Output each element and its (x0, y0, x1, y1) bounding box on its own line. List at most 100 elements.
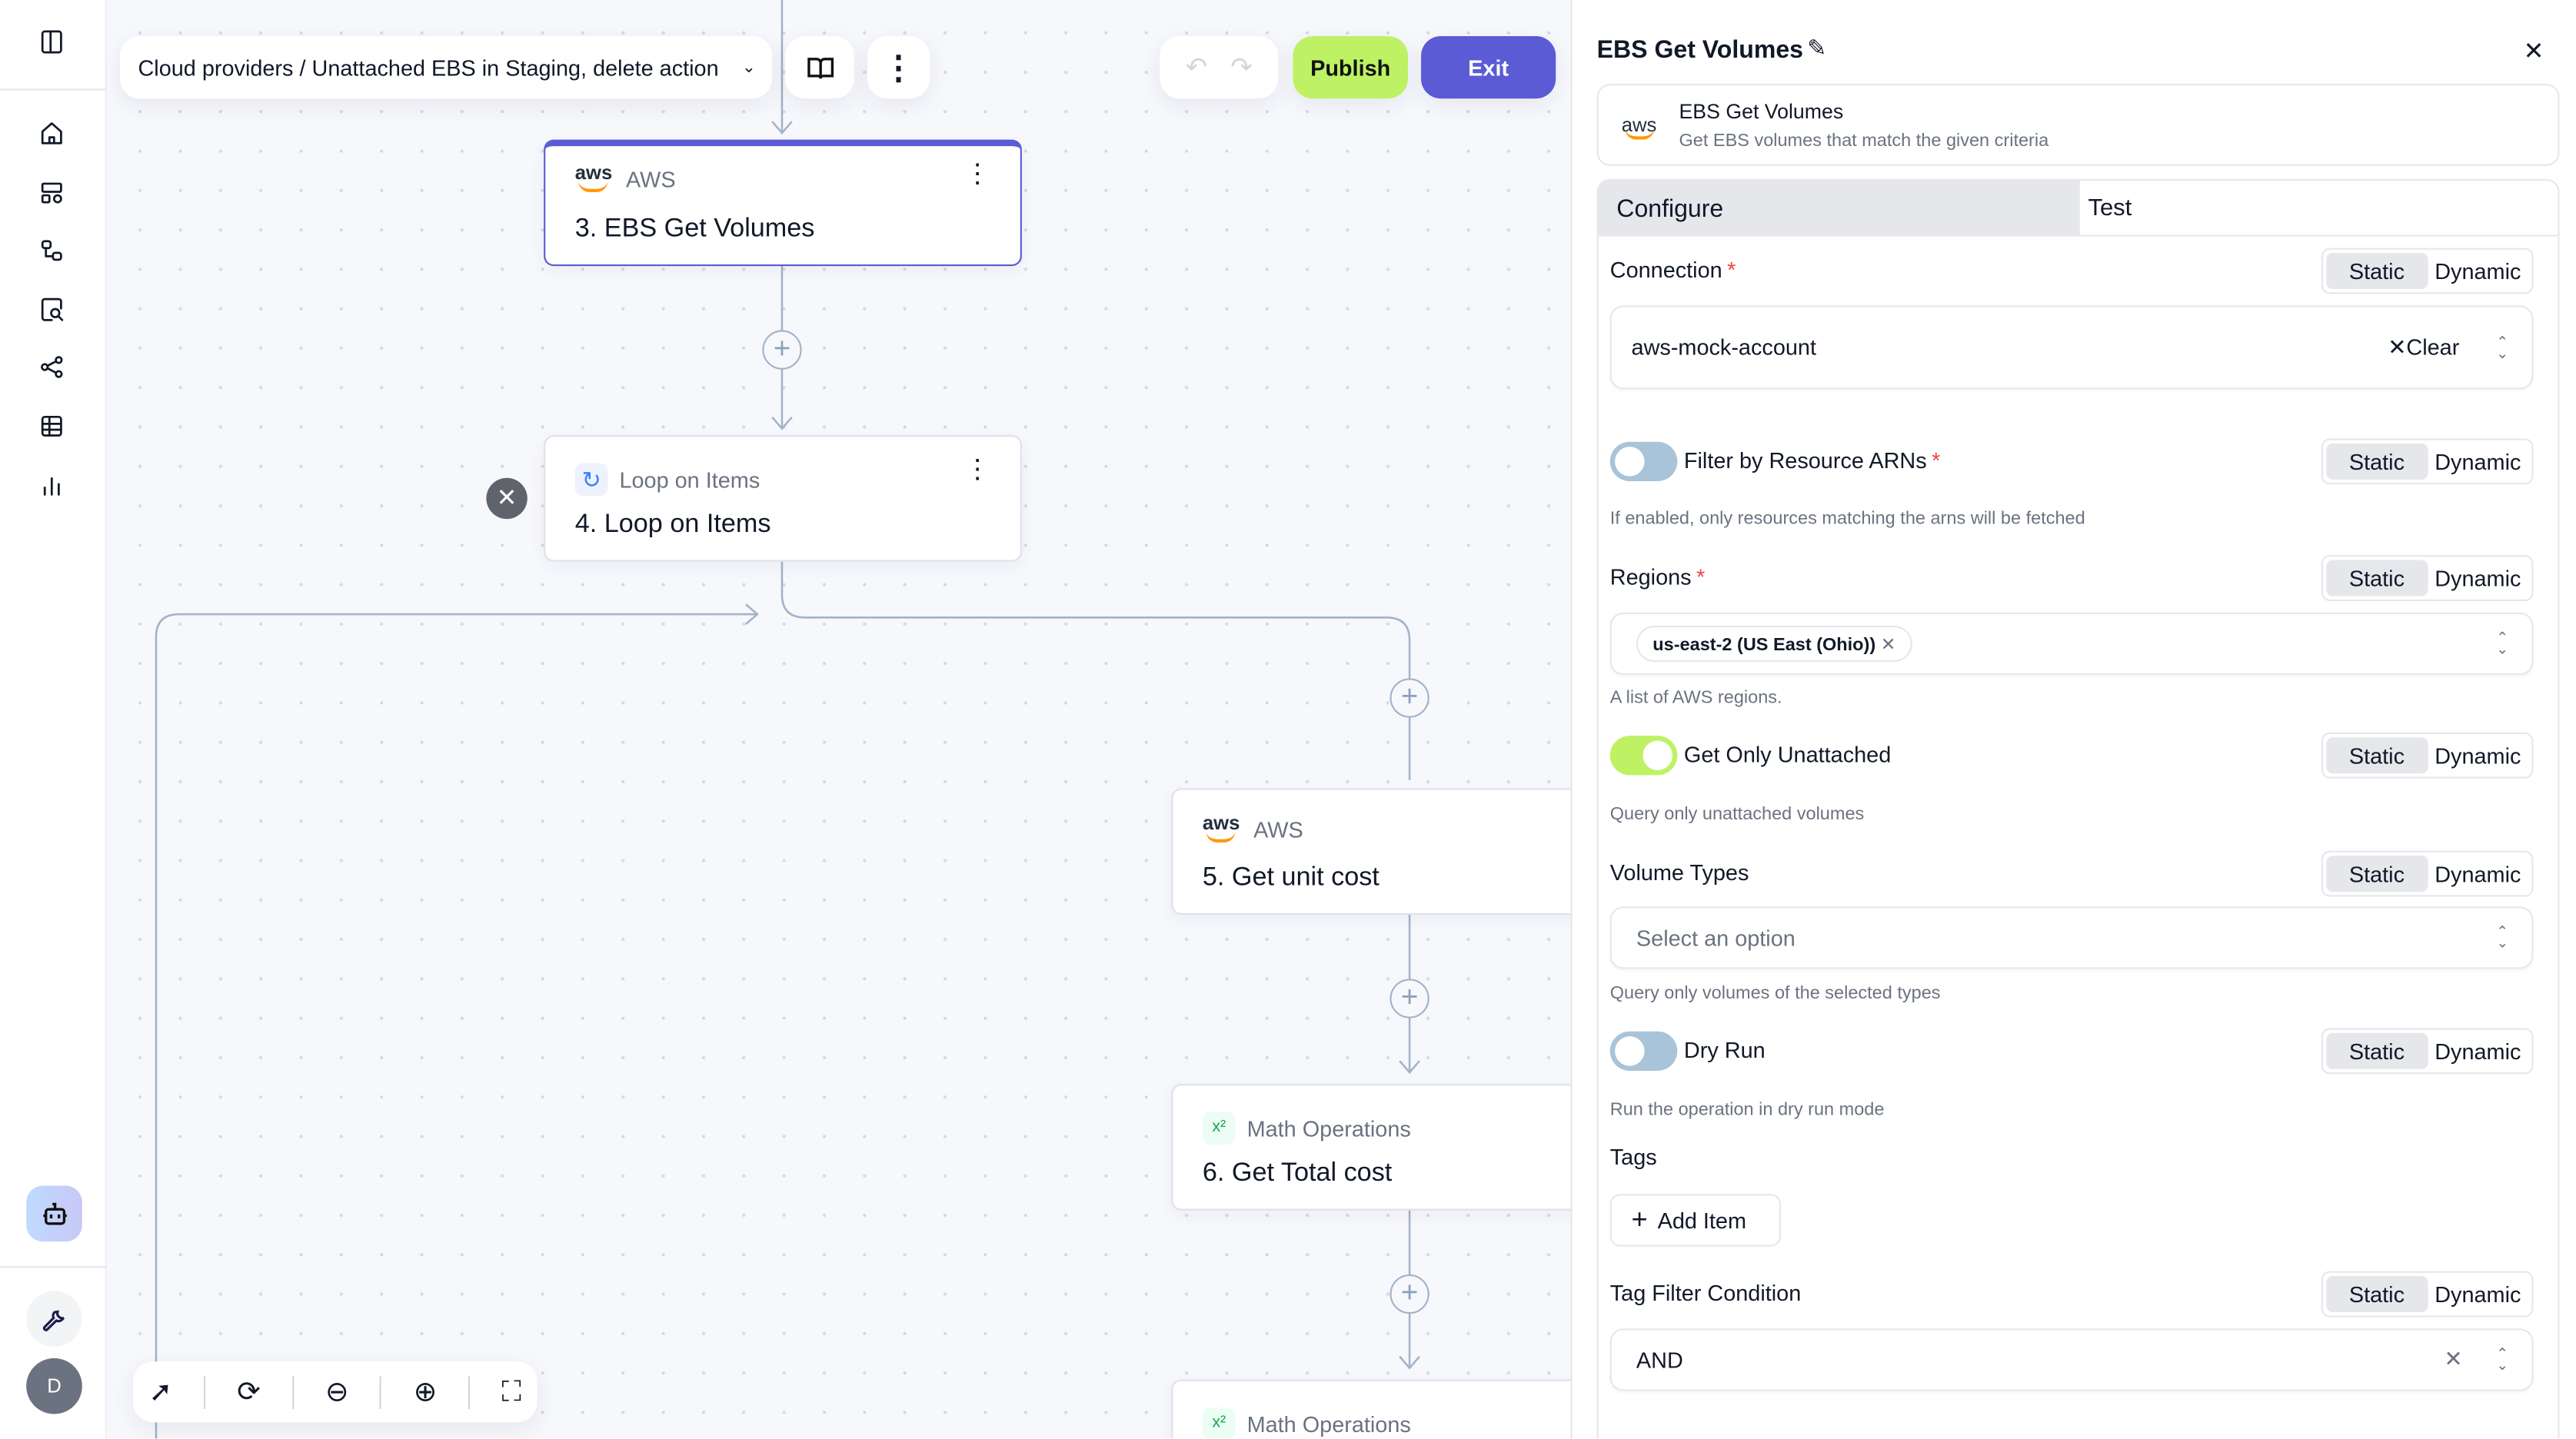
panel-title: EBS Get Volumes (1596, 36, 1803, 65)
dry-run-mode-toggle[interactable]: Static Dynamic (2321, 1028, 2534, 1075)
connection-select[interactable]: aws-mock-account ✕Clear ⌃ ⌄ (1609, 305, 2534, 390)
config-section: Configure Test (1596, 178, 2560, 1439)
connection-mode-toggle[interactable]: Static Dynamic (2321, 248, 2534, 294)
filter-arns-mode-toggle[interactable]: Static Dynamic (2321, 438, 2534, 485)
volume-types-help: Query only volumes of the selected types (1609, 983, 1941, 1004)
remove-loop-icon[interactable]: ✕ (486, 477, 528, 520)
edit-pencil-icon[interactable]: ✎ (1807, 34, 1827, 61)
clear-connection-button[interactable]: ✕Clear (2388, 334, 2460, 360)
add-step-button[interactable]: + (1390, 1274, 1429, 1314)
close-icon[interactable]: ✕ (2523, 38, 2544, 66)
avatar[interactable]: D (26, 1358, 82, 1414)
dashboard-icon[interactable] (33, 174, 69, 210)
chevron-updown-icon: ⌃ ⌄ (2496, 629, 2509, 657)
filter-arns-toggle[interactable] (1609, 441, 1678, 481)
search-document-icon[interactable] (33, 291, 69, 327)
action-card: aws EBS Get Volumes Get EBS volumes that… (1596, 83, 2560, 166)
add-step-button[interactable]: + (1390, 979, 1429, 1019)
volume-types-label: Volume Types (1609, 860, 1749, 886)
robot-button[interactable] (26, 1185, 82, 1242)
node-loop-on-items[interactable]: ↻ Loop on Items 4. Loop on Items ⋮ (544, 435, 1022, 562)
node-get-unit-cost[interactable]: aws AWS 5. Get unit cost (1171, 788, 1599, 916)
tab-test[interactable]: Test (2079, 181, 2558, 237)
regions-help: A list of AWS regions. (1609, 688, 1782, 708)
unattached-toggle[interactable] (1609, 736, 1678, 776)
table-icon[interactable] (33, 407, 69, 444)
connection-label: Connection * (1609, 258, 1736, 283)
fit-view-icon[interactable]: ⛶ (501, 1375, 521, 1407)
tag-filter-select[interactable]: AND ✕ ⌃ ⌄ (1609, 1328, 2534, 1391)
zoom-in-icon[interactable]: ⊕ (413, 1375, 438, 1407)
node-math-operations[interactable]: x² Math Operations (1171, 1379, 1599, 1439)
share-icon[interactable] (33, 348, 69, 384)
node-service: Math Operations (1246, 1115, 1411, 1141)
tag-filter-label: Tag Filter Condition (1609, 1281, 1802, 1306)
exit-button[interactable]: Exit (1421, 36, 1556, 99)
refresh-icon[interactable]: ⟳ (237, 1375, 261, 1407)
unattached-help: Query only unattached volumes (1609, 804, 1865, 825)
connection-value: aws-mock-account (1631, 334, 1816, 360)
node-title: 4. Loop on Items (574, 510, 771, 539)
robot-icon (42, 1201, 66, 1225)
panel-toggle-icon[interactable] (33, 23, 69, 59)
static-option[interactable]: Static (2326, 253, 2428, 290)
redo-icon[interactable]: ↷ (1230, 54, 1253, 82)
chevron-updown-icon: ⌃ ⌄ (2496, 332, 2509, 361)
aws-logo: aws (1203, 813, 1242, 843)
undo-redo-group: ↶ ↷ (1160, 36, 1279, 99)
add-tag-button[interactable]: + Add Item (1609, 1194, 1781, 1247)
breadcrumb: Cloud providers / Unattached EBS in Stag… (138, 55, 719, 80)
publish-button[interactable]: Publish (1293, 36, 1408, 99)
loop-icon: ↻ (574, 463, 608, 497)
dynamic-option[interactable]: Dynamic (2435, 258, 2521, 284)
undo-icon[interactable]: ↶ (1185, 54, 1208, 82)
wrench-icon (42, 1310, 65, 1331)
aws-logo: aws (1621, 113, 1657, 137)
bar-chart-icon[interactable] (33, 467, 69, 503)
remove-chip-icon[interactable]: ✕ (1880, 635, 1896, 656)
more-options-button[interactable]: ⋮ (867, 36, 930, 99)
workflow-title-dropdown[interactable]: Cloud providers / Unattached EBS in Stag… (119, 36, 773, 99)
math-icon: x² (1202, 1112, 1236, 1145)
node-menu-icon[interactable]: ⋮ (964, 456, 991, 485)
volume-types-select[interactable]: Select an option ⌃ ⌄ (1609, 906, 2534, 969)
clear-icon[interactable]: ✕ (2444, 1346, 2463, 1371)
pointer-icon[interactable]: ➚ (148, 1375, 173, 1407)
settings-button[interactable] (26, 1291, 82, 1347)
tag-filter-mode-toggle[interactable]: Static Dynamic (2321, 1271, 2534, 1318)
workflow-icon[interactable] (33, 231, 69, 268)
filter-arns-label: Filter by Resource ARNs * (1683, 448, 1941, 474)
chevron-updown-icon: ⌃ ⌄ (2496, 1344, 2509, 1374)
add-step-button[interactable]: + (1390, 678, 1429, 718)
volume-types-mode-toggle[interactable]: Static Dynamic (2321, 850, 2534, 897)
plus-icon: + (1631, 1204, 1648, 1235)
unattached-label: Get Only Unattached (1683, 742, 1892, 767)
node-menu-icon[interactable]: ⋮ (964, 161, 991, 189)
chevron-down-icon: ⌄ (741, 58, 756, 77)
filter-arns-help: If enabled, only resources matching the … (1609, 509, 2085, 529)
regions-label: Regions * (1609, 564, 1706, 590)
book-icon (807, 57, 834, 78)
kebab-icon: ⋮ (882, 50, 916, 87)
node-get-total-cost[interactable]: x² Math Operations 6. Get Total cost (1171, 1084, 1599, 1211)
sidebar: D (0, 0, 107, 1439)
action-description: Get EBS volumes that match the given cri… (1679, 131, 2049, 151)
node-title: 5. Get unit cost (1202, 863, 1380, 892)
chevron-updown-icon: ⌃ ⌄ (2496, 922, 2509, 952)
regions-multiselect[interactable]: us-east-2 (US East (Ohio)) ✕ ⌃ ⌄ (1609, 612, 2534, 676)
aws-logo: aws (575, 163, 614, 192)
tab-configure[interactable]: Configure (1598, 181, 2080, 237)
regions-mode-toggle[interactable]: Static Dynamic (2321, 555, 2534, 601)
docs-button[interactable] (785, 36, 854, 99)
zoom-out-icon[interactable]: ⊖ (324, 1375, 349, 1407)
workflow-canvas[interactable]: + + + + aws AWS 3. EBS Get Volumes ⋮ ✕ ↻ L… (106, 0, 1599, 1439)
dry-run-toggle[interactable] (1609, 1031, 1678, 1071)
node-service: Math Operations (1246, 1411, 1411, 1437)
node-ebs-get-volumes[interactable]: aws AWS 3. EBS Get Volumes ⋮ (544, 139, 1022, 267)
dry-run-help: Run the operation in dry run mode (1609, 1100, 1885, 1121)
math-icon: x² (1202, 1407, 1236, 1439)
unattached-mode-toggle[interactable]: Static Dynamic (2321, 732, 2534, 779)
add-step-button[interactable]: + (762, 330, 802, 370)
home-icon[interactable] (33, 115, 69, 151)
dry-run-label: Dry Run (1683, 1038, 1766, 1063)
